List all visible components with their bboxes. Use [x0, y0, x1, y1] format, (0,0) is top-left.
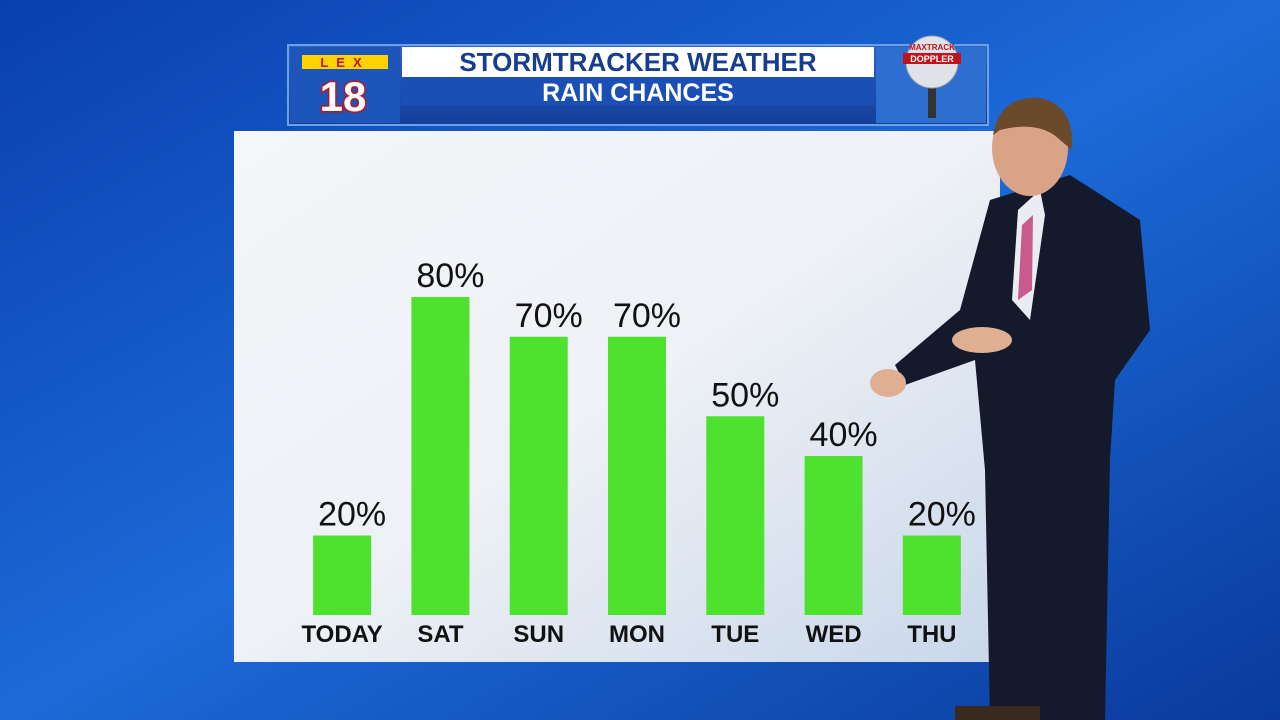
bar [706, 416, 765, 615]
value-label: 40% [810, 416, 878, 454]
bar [313, 535, 372, 615]
value-label: 70% [613, 297, 681, 335]
value-label: 20% [908, 496, 976, 534]
x-tick-label: TUE [711, 621, 759, 648]
value-label: 70% [515, 297, 583, 335]
bar [804, 456, 863, 615]
presenter [870, 97, 1150, 720]
subtitle-strip [402, 78, 874, 105]
title-strip [402, 47, 874, 77]
station-logo-band [302, 55, 388, 69]
bar [411, 297, 470, 615]
chart-subtitle: RAIN CHANCES [542, 79, 734, 107]
x-tick-label: TODAY [301, 621, 382, 648]
bar [509, 336, 568, 615]
value-label: 80% [416, 257, 484, 295]
x-tick-label: SAT [417, 621, 464, 648]
chart-title: STORMTRACKER WEATHER [459, 47, 816, 77]
x-tick-label: THU [907, 621, 956, 648]
radar-logo-bottom: DOPPLER [910, 54, 954, 64]
radar-tower [928, 80, 936, 118]
bar-group: 20% TODAY 80% SAT 70% SUN 70% MON 50% TUE 40% WED 20… [301, 257, 975, 648]
value-label: 50% [711, 376, 779, 414]
bar [608, 336, 666, 615]
station-logo-top: LEX [320, 55, 369, 70]
radar-logo-band [903, 53, 961, 64]
x-tick-label: WED [806, 621, 862, 648]
x-tick-label: SUN [513, 621, 564, 648]
x-tick-label: MON [609, 621, 665, 648]
radar-logo-top: MAXTRACK [909, 43, 955, 52]
station-logo-number: 18 [320, 73, 367, 120]
bar [902, 535, 961, 615]
value-label: 20% [318, 496, 386, 534]
